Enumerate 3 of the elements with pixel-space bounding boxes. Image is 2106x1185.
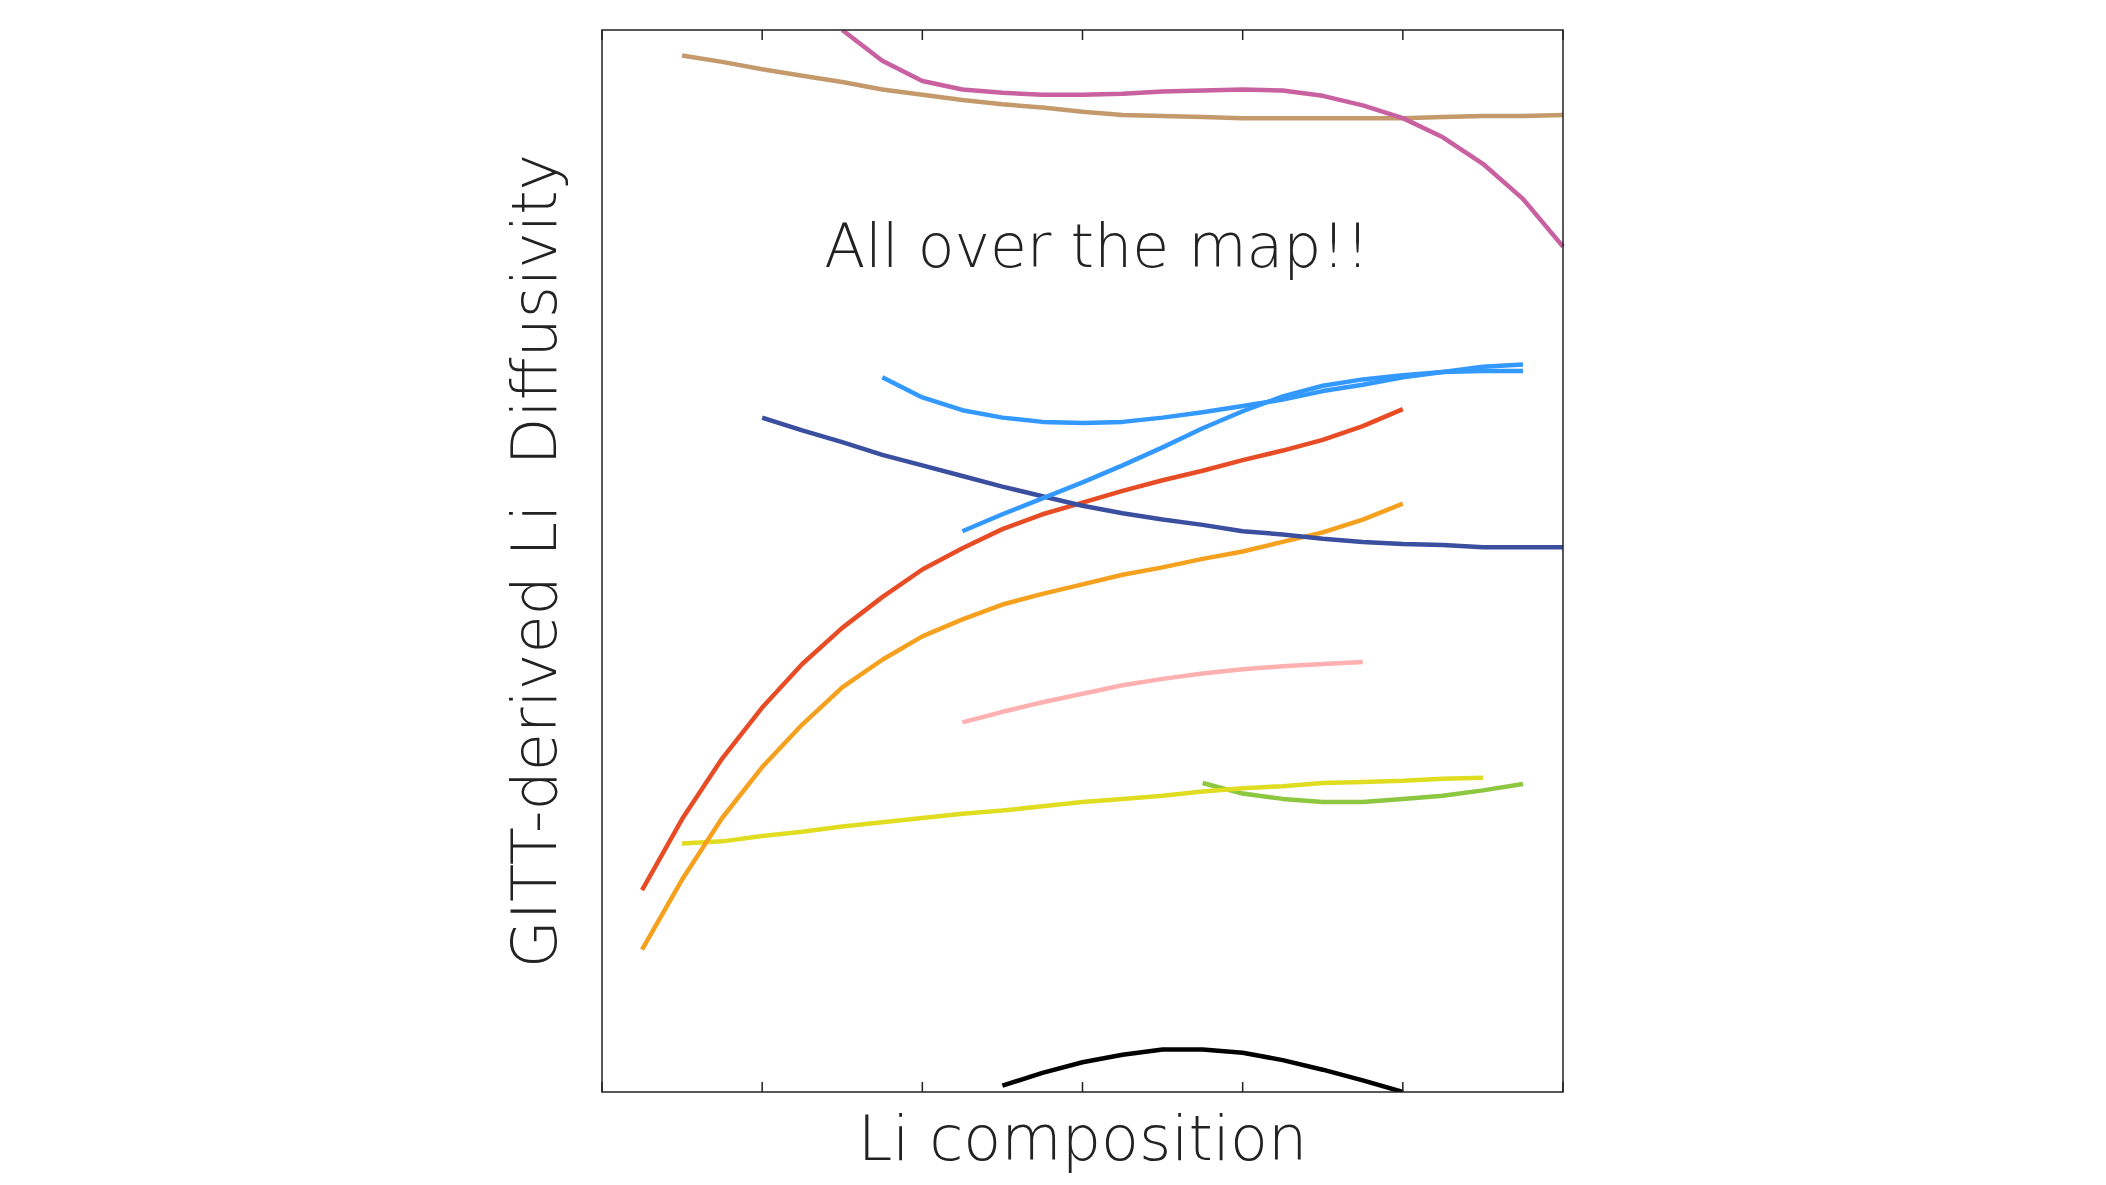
y-axis-title: GITT-derived Li Diffusivity bbox=[498, 153, 572, 969]
annotation: All over the map!! bbox=[824, 210, 1370, 281]
x-axis-title: Li composition bbox=[857, 1102, 1308, 1176]
